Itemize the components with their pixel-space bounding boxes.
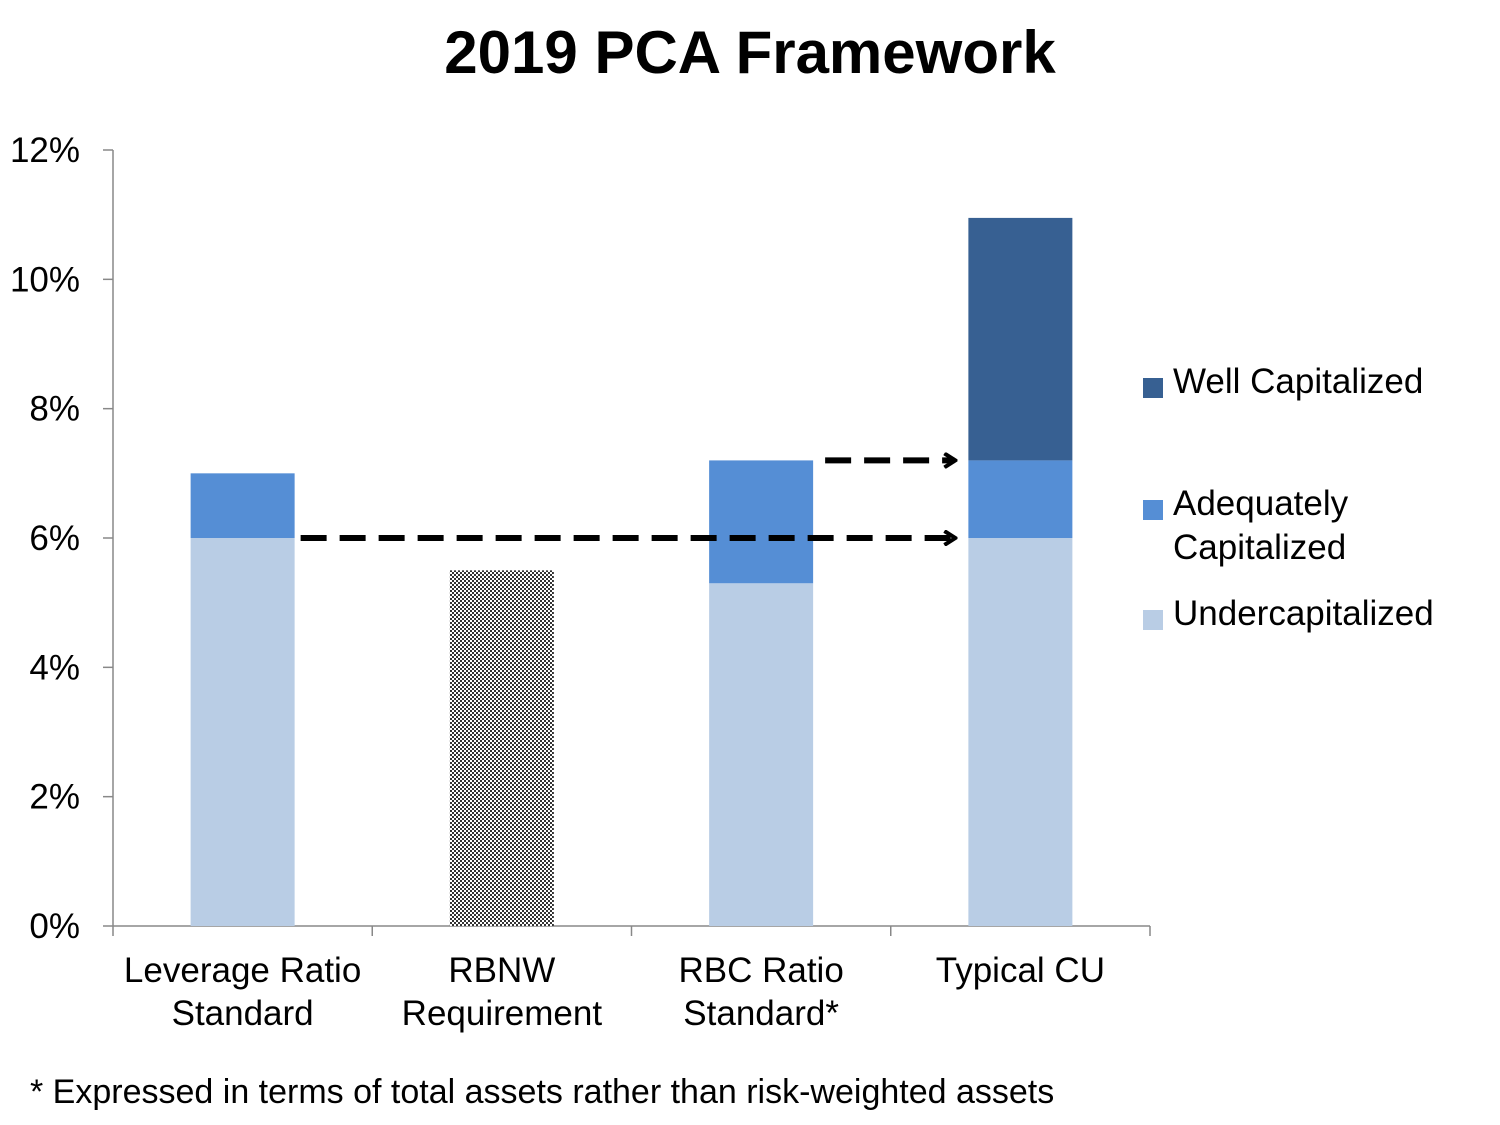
x-category-label: Typical CU (936, 951, 1105, 990)
x-category-label: Leverage Ratio Standard (124, 951, 361, 1033)
legend-item-undercapitalized: Undercapitalized (1143, 592, 1434, 636)
x-category-label: RBC Ratio Standard* (678, 951, 843, 1033)
legend-label: Adequately Capitalized (1173, 482, 1348, 570)
annotation-arrows (300, 460, 955, 538)
legend-label-line: Well Capitalized (1173, 362, 1424, 401)
legend-item-adequately-capitalized: Adequately Capitalized (1143, 482, 1348, 570)
bar-segment-adequately-capitalized (190, 473, 295, 538)
bars (190, 217, 1073, 926)
legend-item-well-capitalized: Well Capitalized (1143, 360, 1423, 404)
legend-label: Well Capitalized (1173, 360, 1423, 404)
legend-label-line: Adequately (1173, 484, 1349, 523)
bar-segment-adequately-capitalized (968, 460, 1073, 538)
legend-label-line: Undercapitalized (1173, 594, 1434, 633)
x-category-label-line: Standard* (683, 994, 839, 1033)
footnote: * Expressed in terms of total assets rat… (30, 1073, 1055, 1111)
bar-segment-adequately-capitalized (709, 460, 814, 584)
bar-segment-well-capitalized (968, 217, 1073, 461)
bar-hatched (449, 570, 554, 926)
y-tick-label: 8% (29, 390, 80, 429)
y-tick-label: 2% (29, 778, 80, 817)
legend-swatch (1143, 610, 1163, 630)
x-category-label-line: Standard (172, 994, 314, 1033)
x-category-label-line: RBNW (448, 951, 555, 990)
x-category-label-line: Typical CU (936, 951, 1105, 990)
y-tick-label: 12% (10, 131, 80, 170)
y-tick-label: 4% (29, 648, 80, 687)
x-category-label-line: Requirement (402, 994, 603, 1033)
legend-label-line: Capitalized (1173, 528, 1347, 567)
y-tick-label: 0% (29, 907, 80, 946)
bar-segment-undercapitalized (190, 538, 295, 926)
legend-label: Undercapitalized (1173, 592, 1434, 636)
y-tick-label: 6% (29, 519, 80, 558)
axis-labels: 0% 2% 4% 6% 8% 10% 12% Leverage Ratio Standard RB… (10, 131, 1105, 1033)
chart-title: 2019 PCA Framework (444, 19, 1056, 86)
legend-swatch (1143, 378, 1163, 398)
bar-segment-undercapitalized (968, 538, 1073, 926)
legend-swatch (1143, 500, 1163, 520)
x-category-label-line: RBC Ratio (678, 951, 843, 990)
x-category-label-line: Leverage Ratio (124, 951, 361, 990)
bar-segment-undercapitalized (709, 583, 814, 926)
y-tick-label: 10% (10, 260, 80, 299)
x-category-label: RBNW Requirement (402, 951, 603, 1033)
